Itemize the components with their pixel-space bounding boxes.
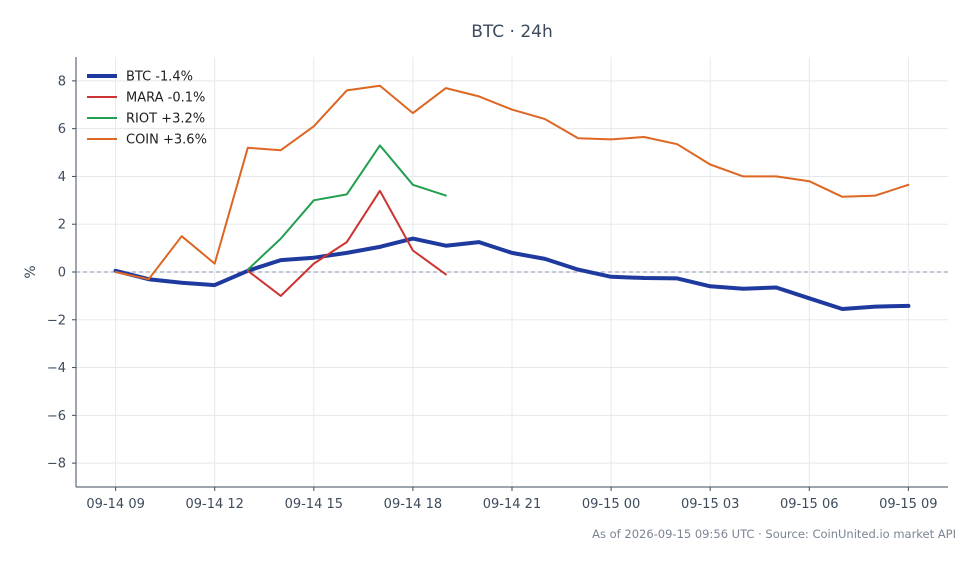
y-tick-label: −4 xyxy=(47,361,66,376)
y-axis-label: % xyxy=(23,265,39,278)
x-tick-label: 09-14 18 xyxy=(384,497,442,512)
y-tick-label: 2 xyxy=(58,218,66,233)
y-tick-label: −6 xyxy=(47,409,66,424)
x-tick-label: 09-15 00 xyxy=(582,497,640,512)
legend-label-mara: MARA -0.1% xyxy=(126,91,205,106)
x-tick-label: 09-15 03 xyxy=(681,497,739,512)
legend-label-riot: RIOT +3.2% xyxy=(126,112,205,127)
y-tick-label: −2 xyxy=(47,313,66,328)
x-tick-label: 09-15 06 xyxy=(780,497,838,512)
series-line-riot xyxy=(246,144,447,271)
legend-label-btc: BTC -1.4% xyxy=(126,70,193,85)
tick-labels: −8 −6 −4 −2 0 2 4 6 8 09-14 09 09-14 12 09-14 15 09-… xyxy=(47,74,938,512)
y-tick-label: 0 xyxy=(58,266,66,281)
y-tick-label: 6 xyxy=(58,122,66,137)
series-lines xyxy=(113,84,911,311)
x-tick-label: 09-14 15 xyxy=(285,497,343,512)
footer-source: As of 2026-09-15 09:56 UTC · Source: Coi… xyxy=(592,527,956,541)
x-tick-label: 09-14 21 xyxy=(483,497,541,512)
series-line-coin xyxy=(114,84,910,281)
y-tick-label: −8 xyxy=(47,457,66,472)
series-line-mara xyxy=(246,189,447,297)
y-tick-label: 8 xyxy=(58,74,66,89)
x-tick-label: 09-14 12 xyxy=(186,497,244,512)
legend-label-coin: COIN +3.6% xyxy=(126,133,207,148)
legend: BTC -1.4% MARA -0.1% RIOT +3.2% COIN +3.6% xyxy=(87,70,207,148)
y-tick-label: 4 xyxy=(58,170,66,185)
x-tick-label: 09-15 09 xyxy=(879,497,937,512)
x-tick-label: 09-14 09 xyxy=(86,497,144,512)
chart-title: BTC · 24h xyxy=(471,22,553,42)
